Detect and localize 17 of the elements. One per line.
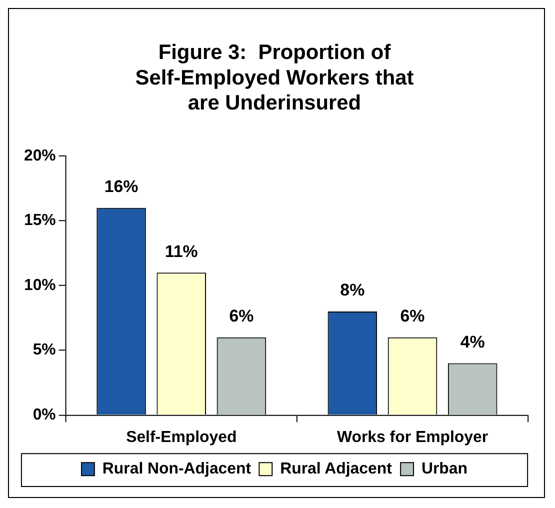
y-tick-label: 15%	[24, 212, 56, 230]
legend-label: Rural Adjacent	[280, 460, 393, 478]
data-label: 6%	[400, 306, 425, 326]
y-tick-label: 20%	[24, 147, 56, 164]
x-tick-label: Works for Employer	[336, 429, 488, 446]
data-label: 11%	[164, 242, 198, 261]
x-tick-label: Self-Employed	[126, 429, 237, 446]
data-label: 6%	[229, 306, 254, 326]
legend-label: Rural Non-Adjacent	[102, 460, 252, 478]
data-label: 4%	[460, 332, 485, 352]
y-tick-label: 0%	[32, 406, 56, 424]
y-tick-label: 5%	[32, 342, 56, 359]
chart-title: Figure 3: Proportion of Self-Employed Workers that are Underinsured	[135, 41, 414, 114]
data-label: 8%	[340, 280, 365, 300]
legend-label: Urban	[421, 460, 468, 478]
data-label: 16%	[104, 177, 138, 196]
y-tick-label: 10%	[24, 276, 56, 294]
